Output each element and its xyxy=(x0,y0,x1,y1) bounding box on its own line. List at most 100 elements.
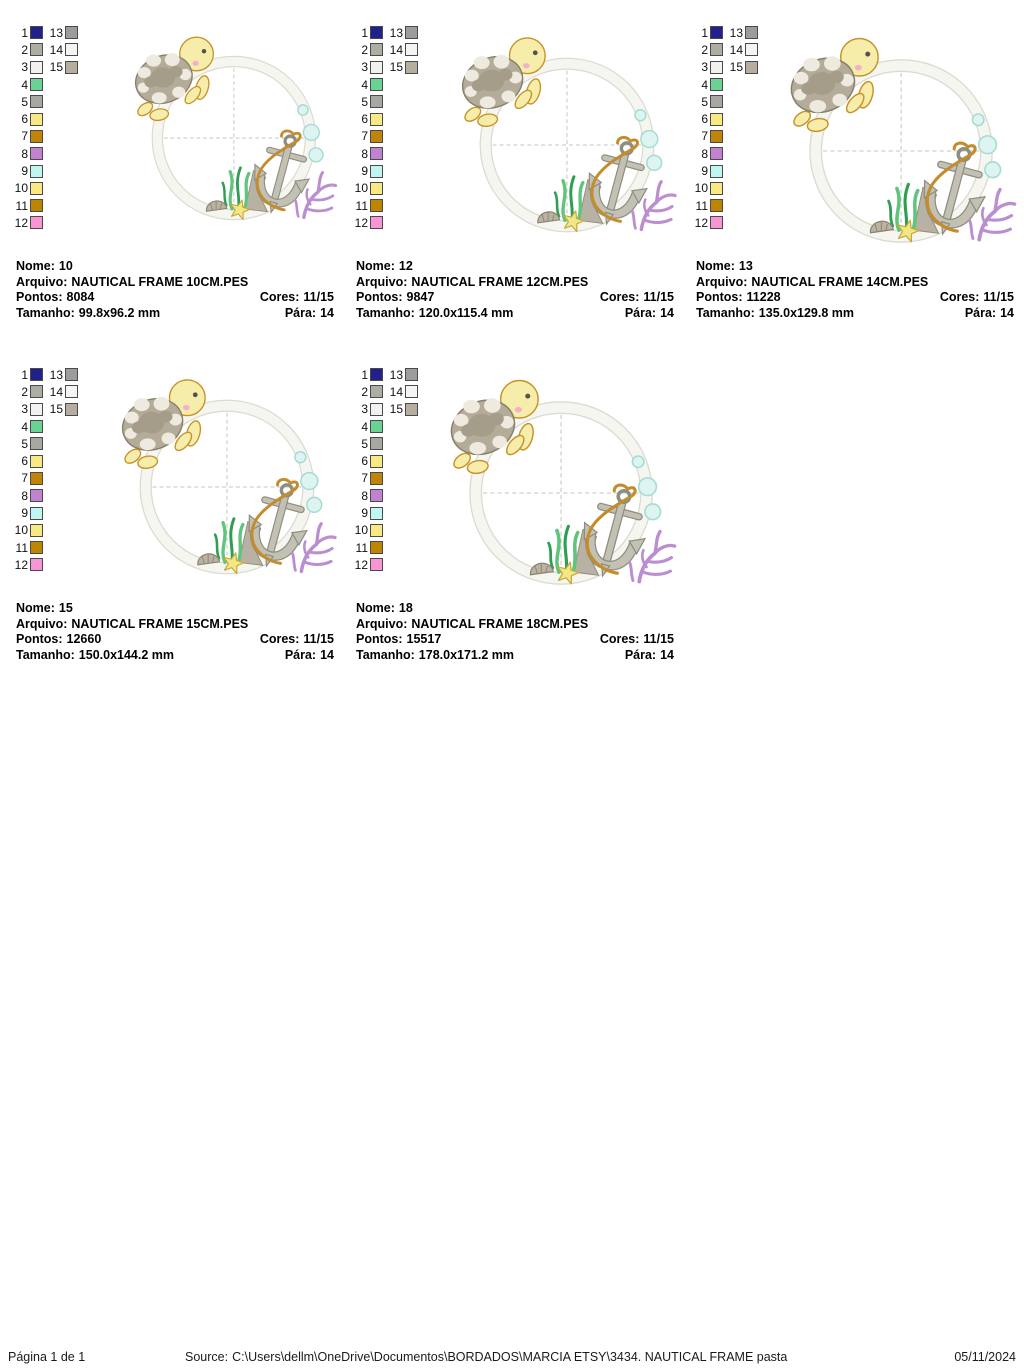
date-label: 05/11/2024 xyxy=(954,1350,1016,1364)
tamanho: Tamanho: 120.0x115.4 mm xyxy=(356,305,514,320)
nome-label: Nome: xyxy=(16,259,55,273)
palette-number: 13 xyxy=(49,367,63,382)
palette-swatch xyxy=(710,60,723,74)
arquivo-line: Arquivo: NAUTICAL FRAME 10CM.PES xyxy=(16,275,334,291)
arquivo-label: Arquivo: xyxy=(356,616,408,631)
palette-number: 1 xyxy=(701,25,708,40)
pontos-cores-line: Pontos: 15517 Cores: 11/15 xyxy=(356,632,674,648)
nautical-frame-illustration xyxy=(128,37,335,219)
palette-swatch xyxy=(745,60,758,74)
nome-line: Nome: 10 xyxy=(16,259,334,275)
palette-number: 6 xyxy=(361,112,368,127)
palette-swatch xyxy=(30,164,43,178)
palette-swatch xyxy=(30,147,43,161)
palette-number: 12 xyxy=(354,215,368,230)
palette-swatch xyxy=(30,489,43,503)
palette-number: 13 xyxy=(389,367,403,382)
palette-number: 11 xyxy=(15,540,28,555)
nome-line: Nome: 13 xyxy=(696,259,1014,275)
palette-number: 13 xyxy=(49,25,63,40)
palette-number: 9 xyxy=(21,164,28,179)
palette-swatch xyxy=(30,454,43,468)
palette-swatch xyxy=(30,523,43,537)
palette-swatch xyxy=(405,402,418,416)
palette-swatch xyxy=(370,95,383,109)
arquivo-value: NAUTICAL FRAME 12CM.PES xyxy=(411,274,589,289)
palette-swatch xyxy=(30,43,43,57)
tamanho: Tamanho: 135.0x129.8 mm xyxy=(696,305,855,320)
palette-number: 7 xyxy=(361,471,368,486)
palette-swatch xyxy=(30,541,43,555)
palette-swatch xyxy=(370,558,383,572)
palette-number: 14 xyxy=(389,42,403,57)
design-card: 1 13 2 14 3 15 4 5 6 7 8 9 10 11 12 Nome: 13 Arquivo: NA… xyxy=(694,22,1024,334)
para: Pára: 14 xyxy=(624,647,674,662)
palette-swatch xyxy=(370,199,383,213)
color-palette: 1 13 2 14 3 15 4 5 6 7 8 9 10 11 12 xyxy=(354,366,420,574)
palette-swatch xyxy=(30,199,43,213)
pontos-cores-line: Pontos: 8084 Cores: 11/15 xyxy=(16,290,334,306)
design-preview xyxy=(434,368,684,597)
palette-swatch xyxy=(30,368,43,382)
palette-number: 10 xyxy=(694,181,708,196)
nome-value: 10 xyxy=(58,259,73,273)
palette-swatch xyxy=(370,437,383,451)
palette-number: 4 xyxy=(701,77,708,92)
design-card: 1 13 2 14 3 15 4 5 6 7 8 9 10 11 12 Nome: 10 Arquivo: NA… xyxy=(14,22,346,334)
palette-number: 15 xyxy=(389,402,403,417)
cores: Cores: 11/15 xyxy=(939,290,1014,305)
design-info: Nome: 18 Arquivo: NAUTICAL FRAME 18CM.PES … xyxy=(356,601,674,663)
palette-number: 5 xyxy=(21,436,28,451)
palette-number: 14 xyxy=(49,384,63,399)
palette-swatch xyxy=(370,523,383,537)
palette-number: 11 xyxy=(15,198,28,213)
tamanho-para-line: Tamanho: 135.0x129.8 mm Pára: 14 xyxy=(696,306,1014,322)
pontos: Pontos: 11228 xyxy=(696,290,781,305)
color-palette: 1 13 2 14 3 15 4 5 6 7 8 9 10 11 12 xyxy=(14,366,80,574)
palette-number: 3 xyxy=(361,60,368,75)
palette-number: 7 xyxy=(21,471,28,486)
nautical-frame-illustration xyxy=(115,380,335,574)
palette-number: 12 xyxy=(694,215,708,230)
palette-number: 11 xyxy=(355,198,368,213)
palette-swatch xyxy=(65,402,78,416)
palette-swatch xyxy=(710,181,723,195)
palette-number: 7 xyxy=(361,129,368,144)
cores: Cores: 11/15 xyxy=(599,290,674,305)
design-card: 1 13 2 14 3 15 4 5 6 7 8 9 10 11 12 Nome: 18 Arquivo: NA… xyxy=(354,364,686,676)
palette-swatch xyxy=(370,112,383,126)
palette-number: 10 xyxy=(354,181,368,196)
cores: Cores: 11/15 xyxy=(259,290,334,305)
palette-swatch xyxy=(65,43,78,57)
arquivo-line: Arquivo: NAUTICAL FRAME 14CM.PES xyxy=(696,275,1014,291)
palette-number: 4 xyxy=(21,419,28,434)
nome-line: Nome: 15 xyxy=(16,601,334,617)
palette-swatch xyxy=(710,95,723,109)
palette-number: 15 xyxy=(49,402,63,417)
nome-value: 13 xyxy=(738,259,753,273)
nome-label: Nome: xyxy=(356,601,395,615)
palette-swatch xyxy=(370,471,383,485)
source-path-line: Source: C:\Users\dellm\OneDrive\Documento… xyxy=(185,1350,787,1364)
palette-swatch xyxy=(30,471,43,485)
palette-swatch xyxy=(370,454,383,468)
arquivo-value: NAUTICAL FRAME 15CM.PES xyxy=(71,616,249,631)
para: Pára: 14 xyxy=(624,305,674,320)
pontos: Pontos: 12660 xyxy=(16,632,102,647)
page-number: Página 1 de 1 xyxy=(8,1350,86,1364)
nautical-frame-illustration xyxy=(455,38,675,232)
color-palette: 1 13 2 14 3 15 4 5 6 7 8 9 10 11 12 xyxy=(14,24,80,232)
palette-number: 14 xyxy=(49,42,63,57)
palette-swatch xyxy=(370,402,383,416)
palette-swatch xyxy=(65,60,78,74)
palette-number: 9 xyxy=(361,164,368,179)
palette-number: 13 xyxy=(389,25,403,40)
design-preview xyxy=(106,368,344,586)
pontos: Pontos: 9847 xyxy=(356,290,435,305)
palette-number: 8 xyxy=(361,146,368,161)
design-info: Nome: 15 Arquivo: NAUTICAL FRAME 15CM.PES … xyxy=(16,601,334,663)
palette-swatch xyxy=(65,368,78,382)
palette-number: 15 xyxy=(389,60,403,75)
arquivo-line: Arquivo: NAUTICAL FRAME 12CM.PES xyxy=(356,275,674,291)
